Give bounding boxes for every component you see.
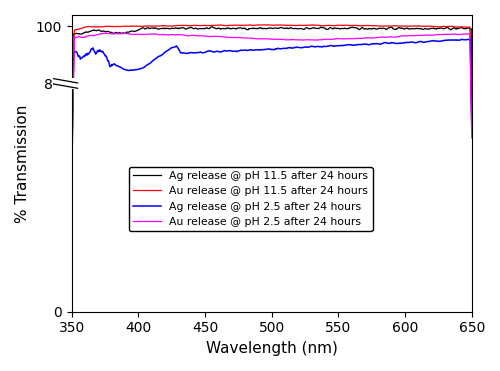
- Au release @ pH 2.5 after 24 hours: [172, 33, 178, 37]
- Au release @ pH 2.5 after 24 hours: [469, 136, 475, 140]
- Au release @ pH 11.5 after 24 hours: [250, 23, 256, 27]
- Ag release @ pH 11.5 after 24 hours: [336, 26, 342, 31]
- Ag release @ pH 11.5 after 24 hours: [250, 26, 256, 30]
- Ag release @ pH 2.5 after 24 hours: [336, 43, 342, 48]
- Au release @ pH 11.5 after 24 hours: [469, 131, 475, 136]
- Au release @ pH 11.5 after 24 hours: [305, 23, 311, 27]
- Au release @ pH 2.5 after 24 hours: [140, 32, 146, 37]
- Au release @ pH 11.5 after 24 hours: [68, 169, 74, 173]
- Au release @ pH 2.5 after 24 hours: [336, 37, 342, 41]
- Au release @ pH 2.5 after 24 hours: [370, 36, 376, 40]
- Au release @ pH 11.5 after 24 hours: [336, 23, 342, 27]
- Line: Ag release @ pH 11.5 after 24 hours: Ag release @ pH 11.5 after 24 hours: [72, 27, 472, 173]
- Au release @ pH 2.5 after 24 hours: [305, 37, 311, 42]
- Line: Au release @ pH 2.5 after 24 hours: Au release @ pH 2.5 after 24 hours: [72, 33, 472, 174]
- Au release @ pH 2.5 after 24 hours: [68, 172, 74, 177]
- Line: Ag release @ pH 2.5 after 24 hours: Ag release @ pH 2.5 after 24 hours: [72, 39, 472, 185]
- Ag release @ pH 11.5 after 24 hours: [370, 26, 376, 30]
- Ag release @ pH 2.5 after 24 hours: [172, 45, 177, 49]
- Ag release @ pH 11.5 after 24 hours: [210, 24, 216, 29]
- Y-axis label: % Transmission: % Transmission: [15, 104, 30, 223]
- Ag release @ pH 2.5 after 24 hours: [370, 41, 376, 46]
- X-axis label: Wavelength (nm): Wavelength (nm): [206, 341, 338, 356]
- Au release @ pH 11.5 after 24 hours: [172, 23, 177, 28]
- Au release @ pH 2.5 after 24 hours: [250, 36, 256, 40]
- Ag release @ pH 2.5 after 24 hours: [140, 66, 145, 70]
- Ag release @ pH 11.5 after 24 hours: [68, 171, 74, 175]
- Ag release @ pH 2.5 after 24 hours: [250, 48, 256, 52]
- Ag release @ pH 2.5 after 24 hours: [465, 37, 471, 42]
- Ag release @ pH 11.5 after 24 hours: [140, 26, 145, 30]
- Au release @ pH 11.5 after 24 hours: [370, 23, 376, 28]
- Ag release @ pH 2.5 after 24 hours: [304, 45, 310, 49]
- Ag release @ pH 11.5 after 24 hours: [305, 26, 311, 31]
- Au release @ pH 2.5 after 24 hours: [102, 31, 108, 35]
- Ag release @ pH 11.5 after 24 hours: [172, 26, 177, 31]
- Ag release @ pH 11.5 after 24 hours: [469, 97, 475, 102]
- Au release @ pH 11.5 after 24 hours: [140, 24, 145, 29]
- FancyBboxPatch shape: [54, 78, 78, 89]
- Line: Au release @ pH 11.5 after 24 hours: Au release @ pH 11.5 after 24 hours: [72, 25, 472, 171]
- Ag release @ pH 2.5 after 24 hours: [68, 183, 74, 187]
- Ag release @ pH 2.5 after 24 hours: [469, 128, 475, 132]
- Legend: Ag release @ pH 11.5 after 24 hours, Au release @ pH 11.5 after 24 hours, Ag rel: Ag release @ pH 11.5 after 24 hours, Au …: [129, 167, 372, 232]
- Au release @ pH 11.5 after 24 hours: [264, 23, 270, 27]
